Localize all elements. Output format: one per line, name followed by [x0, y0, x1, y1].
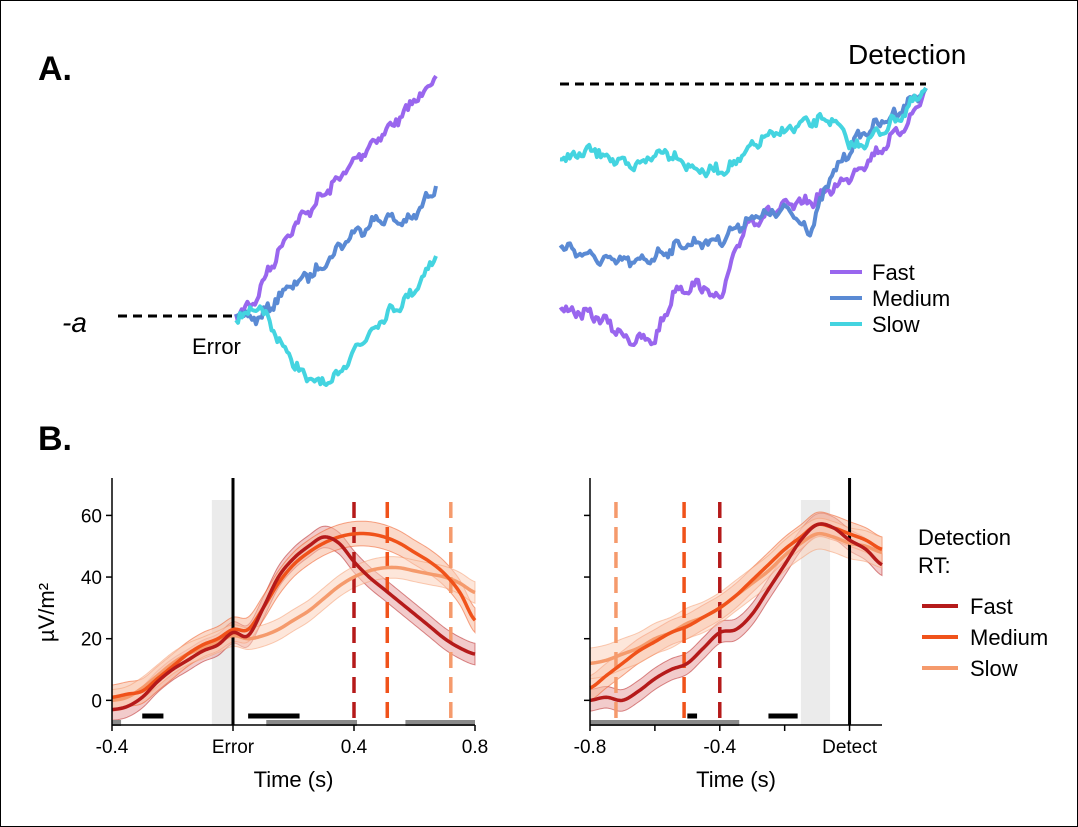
left-y-tick-label: 40	[81, 568, 102, 589]
left-x-axis-title: Time (s)	[254, 767, 334, 792]
right-significance-bar-1	[768, 713, 798, 719]
left-line-fast	[111, 535, 476, 712]
left-x-tick-label: 0.4	[341, 737, 368, 758]
left-y-tick-label: 20	[81, 630, 102, 651]
legend-label-slow: Slow	[872, 312, 920, 337]
left-line-medium	[111, 531, 477, 699]
panel-a-schematic: -a Error Detection Fast Medium Slow	[62, 39, 966, 387]
right-x-tick-label: Detect	[822, 737, 878, 758]
legend-label-slow-rt: Slow	[970, 656, 1018, 681]
right-x-tick-label: -0.8	[574, 737, 607, 758]
legend-title-line1: Detection	[918, 525, 1011, 550]
left-significance-bar-4	[405, 720, 475, 726]
left-x-tick-label: -0.4	[96, 737, 129, 758]
left-baseline-shade	[211, 500, 233, 725]
left-x-tick-label: Error	[212, 737, 255, 758]
legend-label-medium: Medium	[872, 286, 950, 311]
threshold-label: -a	[62, 307, 87, 338]
left-y-axis-title: µV/m²	[34, 583, 59, 642]
legend-title-line2: RT:	[918, 553, 951, 578]
walk-left-medium	[234, 185, 438, 327]
panel-b-label: B.	[38, 420, 72, 458]
left-significance-bar-0	[142, 713, 164, 719]
left-significance-bar-3	[266, 720, 358, 726]
left-y-tick-label: 60	[81, 506, 102, 527]
legend-label-medium-rt: Medium	[970, 625, 1048, 650]
left-line-slow	[111, 565, 476, 703]
left-x-tick-label: 0.8	[462, 737, 488, 758]
error-label: Error	[192, 334, 241, 359]
left-significance-bar-1	[248, 713, 300, 719]
walk-left-slow	[234, 255, 438, 387]
right-line-fast	[589, 522, 883, 703]
walk-right-fast	[558, 87, 928, 347]
walk-right-medium	[558, 87, 928, 269]
random-walk-traces	[234, 74, 928, 387]
legend-label-fast: Fast	[872, 260, 915, 285]
panel-a-label: A.	[38, 50, 72, 88]
right-x-axis-title: Time (s)	[696, 767, 776, 792]
chart-legend: Detection RT: Fast Medium Slow	[918, 525, 1048, 681]
right-significance-bar-0	[687, 713, 698, 719]
chart-b-left: 0 20 40 60 -0.4 Error 0.4 0.8 Time (s) µV/m²	[34, 478, 488, 792]
walk-left-fast	[234, 74, 438, 324]
chart-b-right: -0.8 -0.4 Detect Time (s)	[574, 478, 883, 792]
left-significance-bar-2	[112, 720, 122, 726]
right-significance-bar-2	[590, 720, 740, 726]
walk-right-slow	[559, 86, 928, 179]
right-x-tick-label: -0.4	[703, 737, 736, 758]
detection-label: Detection	[848, 39, 966, 70]
schematic-legend: Fast Medium Slow	[830, 260, 950, 337]
left-y-tick-label: 0	[91, 691, 102, 712]
legend-label-fast-rt: Fast	[970, 594, 1013, 619]
